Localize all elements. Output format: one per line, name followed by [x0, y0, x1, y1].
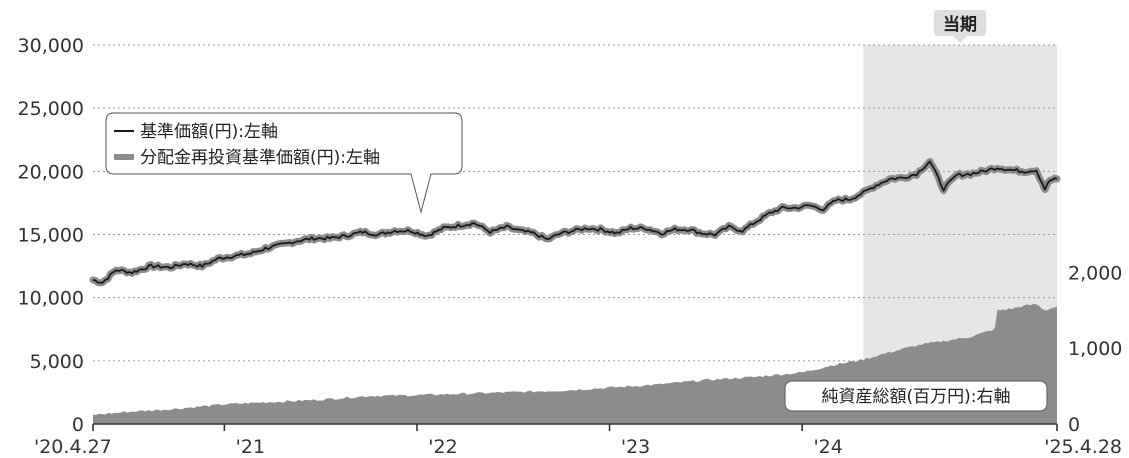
x-tick-label: '21	[236, 436, 265, 458]
legend-callout: 基準価額(円):左軸 分配金再投資基準価額(円):左軸	[105, 112, 463, 214]
right-axis-labels: 0 1,000 2,000	[1068, 262, 1122, 436]
left-tick-label: 25,000	[18, 98, 84, 120]
net-assets-label-box: 純資産総額(百万円):右軸	[784, 380, 1048, 412]
left-tick-label: 0	[72, 414, 84, 436]
legend-reinvested-label: 分配金再投資基準価額(円):左軸	[140, 148, 380, 168]
left-axis-labels: 0 5,000 10,000 15,000 20,000 25,000 30,000	[18, 35, 84, 436]
nav-line	[92, 160, 1058, 284]
net-assets-label: 純資産総額(百万円):右軸	[822, 387, 1011, 407]
x-tick-label: '23	[621, 436, 650, 458]
left-tick-label: 10,000	[18, 288, 84, 310]
left-tick-label: 5,000	[30, 351, 84, 373]
right-tick-label: 1,000	[1068, 338, 1122, 360]
x-tick-label: '25.4.28	[1044, 436, 1122, 458]
left-tick-label: 30,000	[18, 35, 84, 57]
left-tick-label: 20,000	[18, 161, 84, 183]
x-axis-ticks: '20.4.27 '21 '22 '23 '24 '25.4.28	[34, 424, 1122, 458]
left-tick-label: 15,000	[18, 225, 84, 247]
current-period-badge: 当期	[934, 10, 986, 43]
x-tick-label: '20.4.27	[34, 436, 112, 458]
legend-nav-label: 基準価額(円):左軸	[140, 122, 278, 142]
current-period-label: 当期	[943, 14, 977, 35]
x-tick-label: '22	[428, 436, 457, 458]
x-tick-label: '24	[813, 436, 842, 458]
right-tick-label: 2,000	[1068, 262, 1122, 284]
right-tick-label: 0	[1068, 414, 1080, 436]
